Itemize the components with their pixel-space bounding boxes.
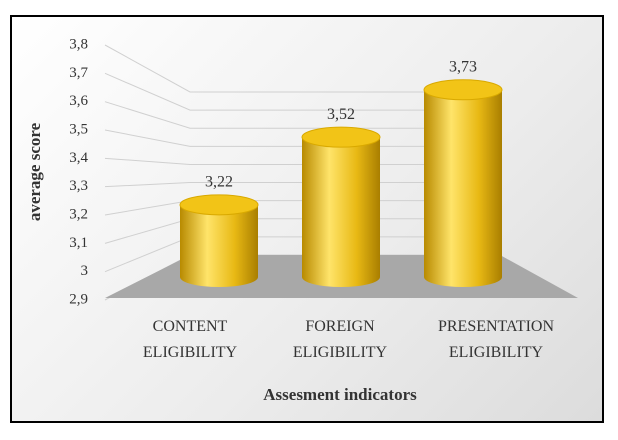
data-label: 3,73	[449, 58, 477, 75]
x-tick-label: PRESENTATION ELIGIBILITY	[437, 318, 555, 361]
y-tick-label: 3,8	[69, 36, 88, 52]
y-tick-label: 3,3	[69, 178, 88, 194]
cylinder-top	[179, 194, 259, 216]
y-tick-label: 3,2	[69, 206, 88, 222]
x-axis-title: Assesment indicators	[263, 385, 417, 404]
y-tick-label: 3,5	[69, 121, 88, 137]
grid-line	[104, 182, 500, 188]
y-tick-label: 3,4	[69, 150, 88, 166]
grid-line	[104, 157, 500, 165]
data-label: 3,52	[327, 106, 355, 123]
grid-line	[104, 101, 500, 129]
grid-line	[104, 72, 500, 111]
cylinder-body	[302, 137, 380, 287]
y-tick-label: 3	[81, 263, 89, 279]
y-axis-title: average score	[25, 122, 44, 221]
cylinder-body	[180, 204, 258, 287]
data-label: 3,22	[205, 173, 233, 190]
y-tick-label: 3,7	[69, 65, 88, 81]
grid-line	[104, 44, 500, 93]
y-tick-label: 3,1	[69, 235, 88, 251]
y-tick-label: 2,9	[69, 291, 88, 307]
cylinder-body	[424, 89, 502, 288]
y-tick-label: 3,6	[69, 93, 88, 109]
cylinder-top	[423, 79, 503, 101]
x-tick-label: FOREIGN ELIGIBILITY	[292, 318, 388, 361]
cylinder-top	[301, 126, 381, 148]
x-tick-label: CONTENT ELIGIBILITY	[142, 318, 238, 361]
grid-line	[104, 129, 500, 147]
